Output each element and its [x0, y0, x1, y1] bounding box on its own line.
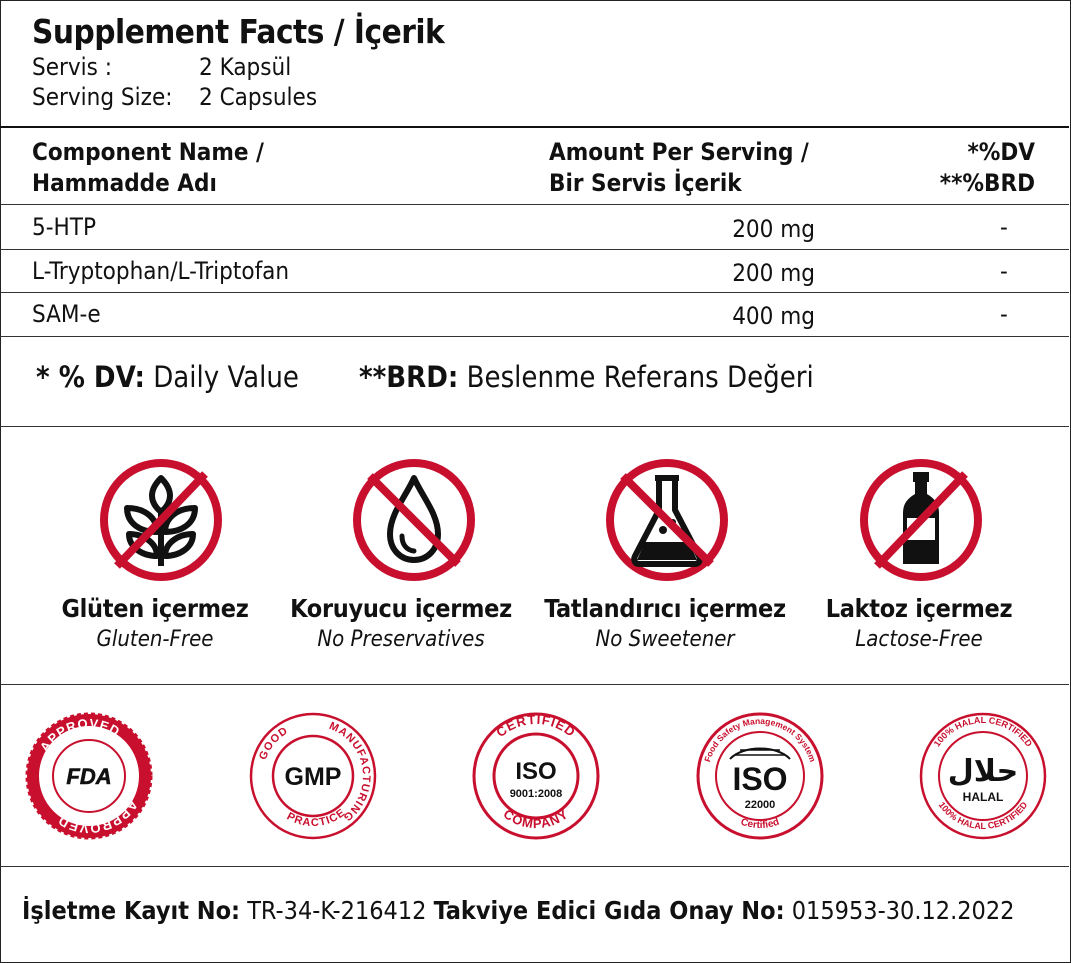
column-header-dv-line1: *%DV [967, 138, 1035, 166]
component-dv: - [1000, 257, 1008, 285]
fda-approved-badge: APPROVED APPROVED FDA [24, 711, 154, 841]
component-amount: 400 mg [732, 302, 815, 330]
footnotes: * % DV: Daily Value **BRD: Beslenme Refe… [36, 360, 814, 394]
dv-note-value: Daily Value [153, 360, 299, 394]
iso22000-sub-text: 22000 [745, 799, 776, 811]
registration-value: TR-34-K-216412 [247, 896, 427, 925]
flask-icon [603, 456, 731, 584]
component-dv: - [1000, 213, 1008, 241]
serving-tr: Servis : 2 Kapsül [32, 52, 444, 82]
iso22000-ring-bottom: Certified [739, 817, 781, 831]
serving-en-value: 2 Capsules [199, 83, 318, 111]
divider [0, 866, 1069, 867]
halal-arabic-text: حلال [948, 754, 1018, 789]
no-sweetener-label: Tatlandırıcı içermez No Sweetener [535, 593, 795, 655]
gluten-free-tr: Glüten içermez [61, 594, 249, 623]
no-preservatives-en: No Preservatives [317, 627, 485, 652]
no-preservatives-tr: Koruyucu içermez [290, 594, 512, 623]
iso-9001-badge: CERTIFIED COMPANY ISO 9001:2008 [471, 711, 601, 841]
divider [0, 426, 1069, 427]
no-preservatives-label: Koruyucu içermez No Preservatives [271, 593, 531, 655]
brd-note-key: **BRD: [358, 360, 459, 394]
table-row: SAM-e 400 mg - [0, 293, 1069, 336]
gmp-ring-left: GOOD [257, 725, 290, 762]
approval-label: Takviye Edici Gıda Onay No: [433, 896, 785, 925]
lactose-free-label: Laktoz içermez Lactose-Free [789, 593, 1049, 655]
fda-ring-text: APPROVED [55, 798, 140, 837]
serving-en-label: Serving Size: [32, 83, 173, 111]
halal-badge: 100% HALAL CERTIFIED 100% HALAL CERTIFIE… [918, 711, 1048, 841]
svg-text:GOOD: GOOD [257, 725, 291, 762]
drop-icon [350, 456, 478, 584]
component-dv: - [1000, 300, 1008, 328]
component-amount: 200 mg [732, 215, 815, 243]
table-row: L-Tryptophan/L-Triptofan 200 mg - [0, 250, 1069, 293]
dv-note-key: * % DV: [36, 360, 145, 394]
lactose-free-tr: Laktoz içermez [825, 594, 1013, 623]
iso22000-center-text: ISO [732, 761, 787, 797]
approval-value: 015953-30.12.2022 [791, 896, 1015, 925]
svg-text:COMPANY: COMPANY [501, 806, 572, 831]
no-sweetener-en: No Sweetener [595, 627, 735, 652]
facts-header: Supplement Facts / İçerik Servis : 2 Kap… [32, 12, 445, 112]
column-header-name-line2: Hammadde Adı [32, 169, 217, 197]
lactose-free-en: Lactose-Free [855, 627, 983, 652]
facts-title: Supplement Facts / İçerik [32, 12, 445, 51]
iso9001-ring-top: CERTIFIED [493, 712, 578, 740]
iso9001-sub-text: 9001:2008 [510, 788, 563, 800]
svg-text:APPROVED: APPROVED [37, 716, 123, 755]
component-amount: 200 mg [732, 259, 815, 287]
registration-footer: İşletme Kayıt No: TR-34-K-216412 Takviye… [22, 896, 1014, 925]
bottle-icon [857, 456, 985, 584]
divider [0, 292, 1069, 293]
divider [0, 249, 1069, 250]
svg-text:PRACTICE: PRACTICE [285, 806, 348, 829]
component-name: 5-HTP [32, 213, 96, 241]
serving-tr-value: 2 Kapsül [199, 53, 292, 81]
iso9001-center-text: ISO [515, 758, 556, 785]
divider [0, 336, 1069, 337]
gmp-badge: MANUFACTURING GOOD PRACTICE GMP [248, 711, 378, 841]
column-header-amount: Amount Per Serving / Bir Servis İçerik [549, 137, 809, 199]
iso9001-ring-bottom: COMPANY [501, 806, 571, 831]
serving-en: Serving Size: 2 Capsules [32, 82, 444, 112]
component-name: L-Tryptophan/L-Triptofan [32, 257, 290, 285]
table-row: 5-HTP 200 mg - [0, 206, 1069, 249]
gmp-ring-bottom: PRACTICE [285, 806, 347, 829]
halal-center-text: HALAL [963, 790, 1004, 804]
gluten-free-en: Gluten-Free [96, 627, 214, 652]
no-sweetener-tr: Tatlandırıcı içermez [544, 594, 786, 623]
gluten-free-label: Glüten içermez Gluten-Free [25, 593, 285, 655]
fda-ring-text: APPROVED [37, 716, 122, 755]
column-header-name-line1: Component Name / [32, 138, 264, 166]
fda-center-text: FDA [66, 764, 111, 789]
column-header-dv-line2: **%BRD [939, 169, 1035, 197]
column-header-amount-line2: Bir Servis İçerik [549, 169, 742, 197]
divider [0, 684, 1069, 685]
serving-tr-label: Servis : [32, 53, 113, 81]
component-name: SAM-e [32, 300, 101, 328]
svg-text:APPROVED: APPROVED [55, 798, 141, 837]
divider [0, 204, 1069, 205]
column-header-dv: *%DV **%BRD [940, 137, 1035, 199]
registration-label: İşletme Kayıt No: [22, 896, 241, 925]
wheat-icon [97, 456, 225, 584]
column-header-name: Component Name / Hammadde Adı [32, 137, 264, 199]
svg-text:Certified: Certified [739, 817, 781, 831]
column-header-amount-line1: Amount Per Serving / [549, 138, 809, 166]
brd-note-value: Beslenme Referans Değeri [466, 360, 814, 394]
gmp-center-text: GMP [285, 763, 342, 791]
svg-text:CERTIFIED: CERTIFIED [493, 712, 579, 740]
divider [0, 126, 1069, 128]
iso-22000-badge: Food Safety Management System Certified … [695, 711, 825, 841]
